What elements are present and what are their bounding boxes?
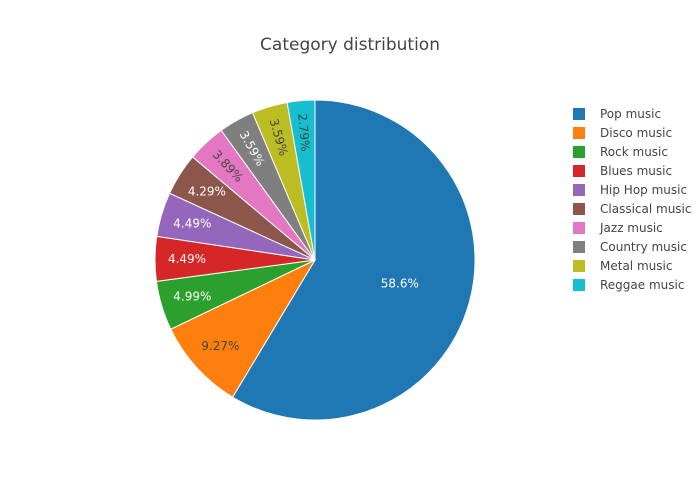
legend-swatch	[573, 279, 585, 291]
legend-label: Country music	[600, 240, 687, 254]
legend-label: Disco music	[600, 126, 672, 140]
legend-label: Metal music	[600, 259, 672, 273]
legend-item-metal-music[interactable]: Metal music	[573, 259, 672, 273]
slice-label-pop-music: 58.6%	[381, 277, 419, 291]
slice-label-rock-music: 4.99%	[173, 290, 211, 304]
legend-item-rock-music[interactable]: Rock music	[573, 145, 668, 159]
legend-swatch	[573, 203, 585, 215]
legend-item-classical-music[interactable]: Classical music	[573, 202, 691, 216]
pie-slice-pop-music[interactable]	[231, 99, 476, 421]
legend-item-disco-music[interactable]: Disco music	[573, 126, 672, 140]
legend-item-country-music[interactable]: Country music	[573, 240, 687, 254]
legend-item-hip-hop-music[interactable]: Hip Hop music	[573, 183, 687, 197]
legend-swatch	[573, 165, 585, 177]
legend-label: Reggae music	[600, 278, 684, 292]
legend-label: Classical music	[600, 202, 691, 216]
legend-swatch	[573, 108, 585, 120]
legend-label: Pop music	[600, 107, 661, 121]
legend-swatch	[573, 241, 585, 253]
pie-slices	[154, 99, 476, 421]
legend-item-blues-music[interactable]: Blues music	[573, 164, 672, 178]
slice-label-reggae-music: 2.79%	[295, 113, 312, 152]
slice-label-hip-hop-music: 4.49%	[173, 216, 211, 230]
chart-title: Category distribution	[260, 35, 440, 55]
legend: Pop music Disco music Rock music Blues musi…	[573, 107, 691, 292]
pie-slice-disco-music[interactable]	[170, 258, 317, 398]
legend-swatch	[573, 260, 585, 272]
legend-label: Blues music	[600, 164, 672, 178]
legend-label: Jazz music	[599, 221, 663, 235]
slice-label-disco-music: 9.27%	[201, 339, 239, 353]
slice-label-blues-music: 4.49%	[168, 252, 206, 266]
legend-item-reggae-music[interactable]: Reggae music	[573, 278, 684, 292]
legend-swatch	[573, 222, 585, 234]
legend-label: Hip Hop music	[600, 183, 687, 197]
legend-swatch	[573, 127, 585, 139]
slice-label-classical-music: 4.29%	[188, 184, 226, 198]
legend-swatch	[573, 184, 585, 196]
legend-label: Rock music	[600, 145, 668, 159]
pie-slice-reggae-music[interactable]	[286, 99, 316, 261]
legend-item-jazz-music[interactable]: Jazz music	[573, 221, 663, 235]
legend-swatch	[573, 146, 585, 158]
legend-item-pop-music[interactable]: Pop music	[573, 107, 661, 121]
